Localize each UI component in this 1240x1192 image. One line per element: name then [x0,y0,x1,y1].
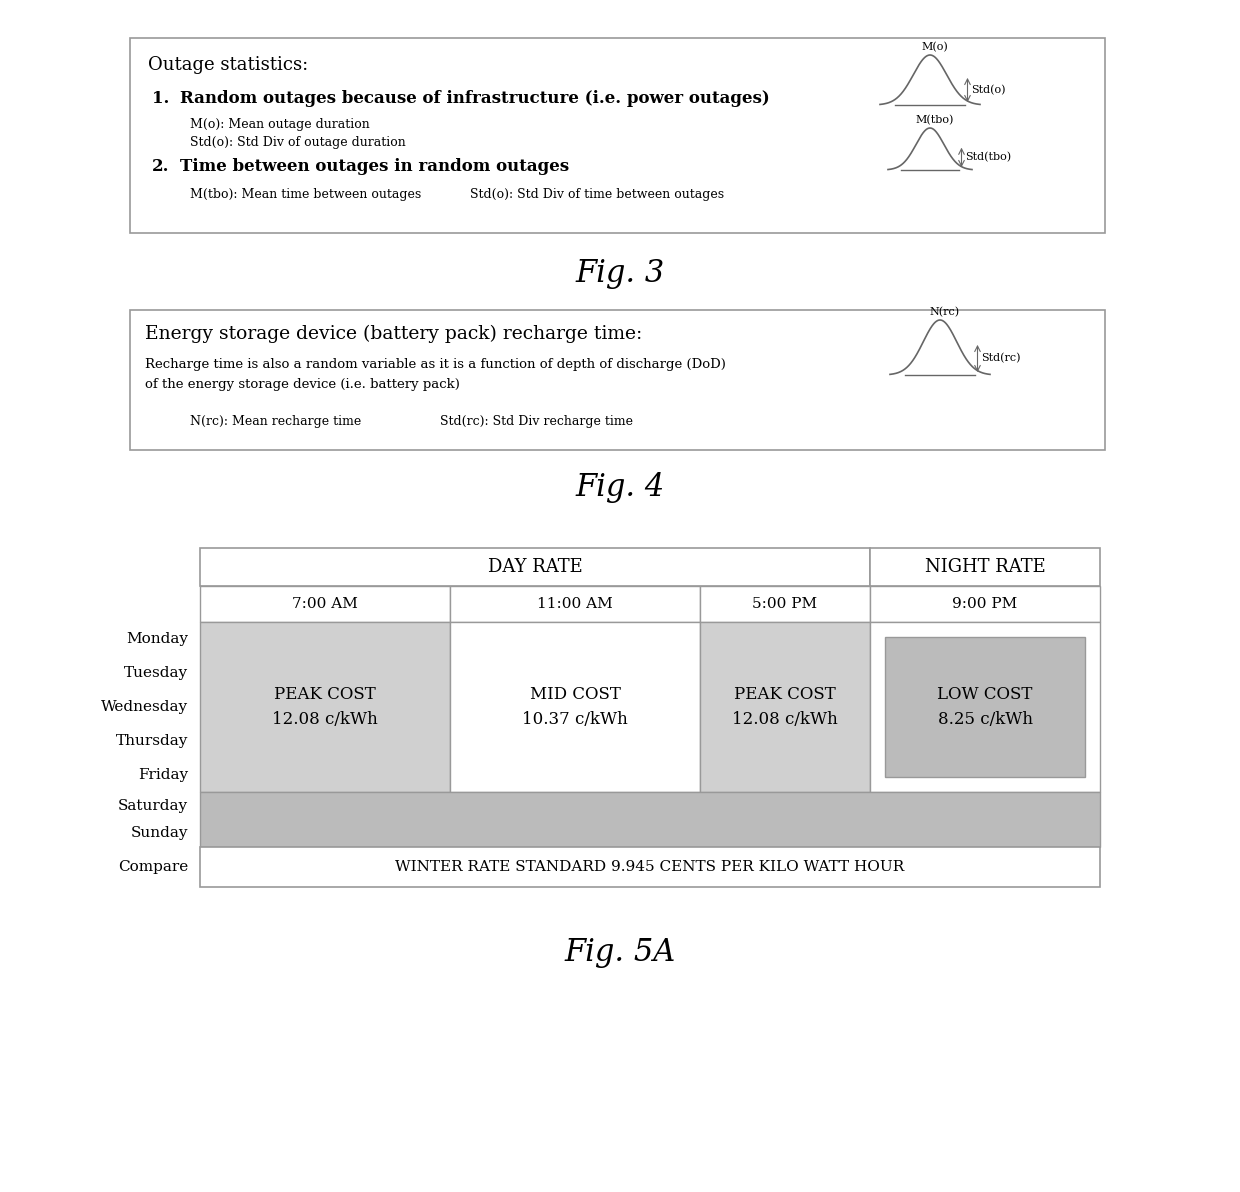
Bar [701,586,870,622]
Bar [130,310,1105,451]
Text: 11:00 AM: 11:00 AM [537,597,613,611]
Text: Monday: Monday [126,632,188,646]
Text: M(o): M(o) [921,42,949,52]
Bar [200,586,450,622]
Text: 1.: 1. [153,91,170,107]
Text: Outage statistics:: Outage statistics: [148,56,309,74]
Text: Energy storage device (battery pack) recharge time:: Energy storage device (battery pack) rec… [145,325,642,343]
Bar [200,548,870,586]
Text: Saturday: Saturday [118,799,188,813]
Text: Time between outages in random outages: Time between outages in random outages [180,159,569,175]
Text: Random outages because of infrastructure (i.e. power outages): Random outages because of infrastructure… [180,91,770,107]
Text: NIGHT RATE: NIGHT RATE [925,558,1045,576]
Text: N(rc): N(rc) [930,306,960,317]
Text: Fig. 3: Fig. 3 [575,257,665,288]
Text: Recharge time is also a random variable as it is a function of depth of discharg: Recharge time is also a random variable … [145,358,725,371]
Text: Friday: Friday [138,768,188,782]
Text: M(tbo): Mean time between outages: M(tbo): Mean time between outages [190,188,422,201]
Bar [701,622,870,791]
Text: Tuesday: Tuesday [124,666,188,679]
Bar [885,637,1085,777]
Text: Wednesday: Wednesday [100,700,188,714]
Text: 9:00 PM: 9:00 PM [952,597,1018,611]
Bar [870,586,1100,622]
Text: Std(rc): Std Div recharge time: Std(rc): Std Div recharge time [440,415,632,428]
Text: M(o): Mean outage duration: M(o): Mean outage duration [190,118,370,131]
Text: DAY RATE: DAY RATE [487,558,583,576]
Bar [870,622,1100,791]
Text: LOW COST
8.25 c/kWh: LOW COST 8.25 c/kWh [937,687,1033,728]
Bar [130,38,1105,232]
Bar [200,848,1100,887]
Text: Sunday: Sunday [130,826,188,840]
Text: MID COST
10.37 c/kWh: MID COST 10.37 c/kWh [522,687,627,728]
Text: Compare: Compare [118,859,188,874]
Bar [450,586,701,622]
Text: Std(tbo): Std(tbo) [966,153,1012,162]
Text: Fig. 4: Fig. 4 [575,472,665,503]
Text: M(tbo): M(tbo) [916,114,955,125]
Bar [200,622,450,791]
Text: Std(o): Std Div of outage duration: Std(o): Std Div of outage duration [190,136,405,149]
Text: WINTER RATE STANDARD 9.945 CENTS PER KILO WATT HOUR: WINTER RATE STANDARD 9.945 CENTS PER KIL… [396,859,905,874]
Text: 5:00 PM: 5:00 PM [753,597,817,611]
Text: Std(o): Std Div of time between outages: Std(o): Std Div of time between outages [470,188,724,201]
Text: PEAK COST
12.08 c/kWh: PEAK COST 12.08 c/kWh [272,687,378,728]
Text: PEAK COST
12.08 c/kWh: PEAK COST 12.08 c/kWh [732,687,838,728]
Bar [450,622,701,791]
Text: of the energy storage device (i.e. battery pack): of the energy storage device (i.e. batte… [145,378,460,391]
Bar [870,548,1100,586]
Text: Std(rc): Std(rc) [982,353,1021,364]
Text: 2.: 2. [153,159,170,175]
Text: N(rc): Mean recharge time: N(rc): Mean recharge time [190,415,361,428]
Text: Std(o): Std(o) [971,85,1006,95]
Text: Fig. 5A: Fig. 5A [564,937,676,968]
Bar [200,791,1100,848]
Text: 7:00 AM: 7:00 AM [293,597,358,611]
Text: Thursday: Thursday [115,734,188,749]
